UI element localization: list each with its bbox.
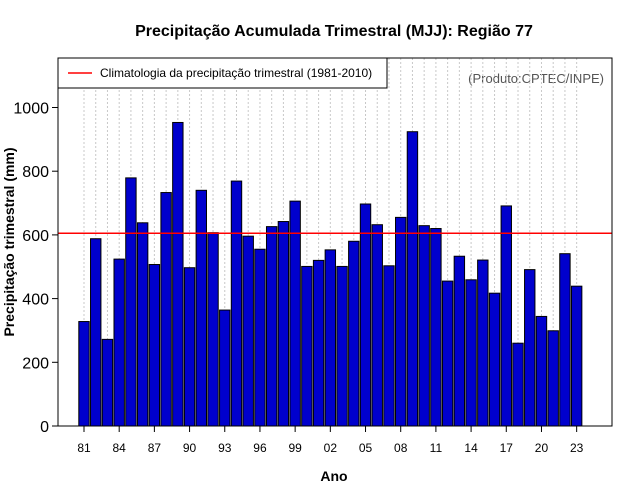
bar-98 bbox=[277, 221, 290, 427]
bar-95 bbox=[242, 235, 254, 427]
bar-90 bbox=[183, 267, 196, 427]
x-tick-label: 14 bbox=[464, 441, 478, 455]
bars bbox=[78, 121, 583, 427]
x-tick-label: 90 bbox=[183, 441, 197, 455]
x-tick-label: 81 bbox=[77, 441, 91, 455]
bar-08 bbox=[395, 216, 407, 427]
bar-85 bbox=[125, 177, 137, 427]
bar-99 bbox=[289, 200, 301, 427]
legend-box bbox=[57, 57, 388, 89]
x-tick-label: 08 bbox=[394, 441, 408, 455]
bar-14 bbox=[465, 279, 477, 427]
y-tick-label: 800 bbox=[22, 164, 49, 181]
bar-23 bbox=[570, 285, 583, 427]
bar-01 bbox=[312, 259, 325, 427]
x-tick-label: 02 bbox=[324, 441, 338, 455]
bar-17 bbox=[500, 205, 512, 427]
bar-05 bbox=[359, 203, 372, 427]
bar-94 bbox=[230, 180, 243, 427]
x-axis-label: Ano bbox=[320, 468, 347, 484]
bar-07 bbox=[383, 265, 395, 427]
x-tick-label: 87 bbox=[148, 441, 162, 455]
y-tick-label: 200 bbox=[22, 355, 49, 372]
x-tick-label: 05 bbox=[359, 441, 373, 455]
bar-18 bbox=[512, 342, 524, 427]
y-tick-label: 1000 bbox=[13, 101, 49, 118]
x-tick-label: 23 bbox=[570, 441, 584, 455]
bar-09 bbox=[406, 131, 419, 427]
bar-03 bbox=[336, 265, 348, 427]
bar-02 bbox=[324, 249, 337, 427]
bar-88 bbox=[160, 192, 172, 427]
bar-83 bbox=[101, 338, 114, 427]
y-tick-label: 600 bbox=[22, 228, 49, 245]
bar-19 bbox=[524, 269, 536, 427]
bar-87 bbox=[148, 264, 161, 427]
bar-20 bbox=[535, 315, 548, 427]
x-tick-label: 84 bbox=[113, 441, 127, 455]
bar-10 bbox=[418, 225, 430, 427]
bar-04 bbox=[348, 240, 360, 427]
y-axis: 0 200 400 600 800 1000 bbox=[13, 101, 58, 436]
bar-97 bbox=[265, 226, 278, 427]
bar-06 bbox=[371, 224, 383, 427]
legend-label: Climatologia da precipitação trimestral … bbox=[100, 66, 372, 80]
y-tick-label: 0 bbox=[40, 419, 49, 436]
bar-12 bbox=[441, 280, 454, 427]
bar-89 bbox=[172, 121, 184, 427]
y-tick-label: 400 bbox=[22, 292, 49, 309]
y-axis-label: Precipitação trimestral (mm) bbox=[1, 147, 17, 336]
bar-13 bbox=[453, 255, 466, 427]
bar-00 bbox=[301, 265, 313, 427]
x-tick-label: 96 bbox=[253, 441, 267, 455]
chart-title: Precipitação Acumulada Trimestral (MJJ):… bbox=[135, 23, 533, 40]
bar-15 bbox=[477, 259, 489, 427]
bar-96 bbox=[254, 248, 266, 427]
x-tick-label: 93 bbox=[218, 441, 232, 455]
bar-11 bbox=[430, 228, 442, 427]
credit-text: (Produto:CPTEC/INPE) bbox=[468, 71, 604, 86]
bar-92 bbox=[207, 232, 219, 427]
x-axis: 81 84 87 90 93 96 99 02 05 08 11 14 17 20 23 bbox=[77, 426, 584, 455]
bar-22 bbox=[559, 253, 571, 427]
bar-21 bbox=[547, 330, 559, 427]
legend: Climatologia da precipitação trimestral … bbox=[57, 57, 388, 89]
bar-93 bbox=[219, 309, 231, 427]
x-tick-label: 99 bbox=[288, 441, 302, 455]
x-tick-label: 17 bbox=[500, 441, 514, 455]
bar-81 bbox=[78, 321, 90, 427]
bar-82 bbox=[90, 238, 102, 427]
bar-16 bbox=[488, 292, 501, 427]
bar-86 bbox=[136, 222, 149, 427]
x-tick-label: 11 bbox=[430, 441, 443, 455]
x-tick-label: 20 bbox=[535, 441, 549, 455]
bar-91 bbox=[195, 189, 208, 427]
bar-84 bbox=[113, 258, 125, 427]
